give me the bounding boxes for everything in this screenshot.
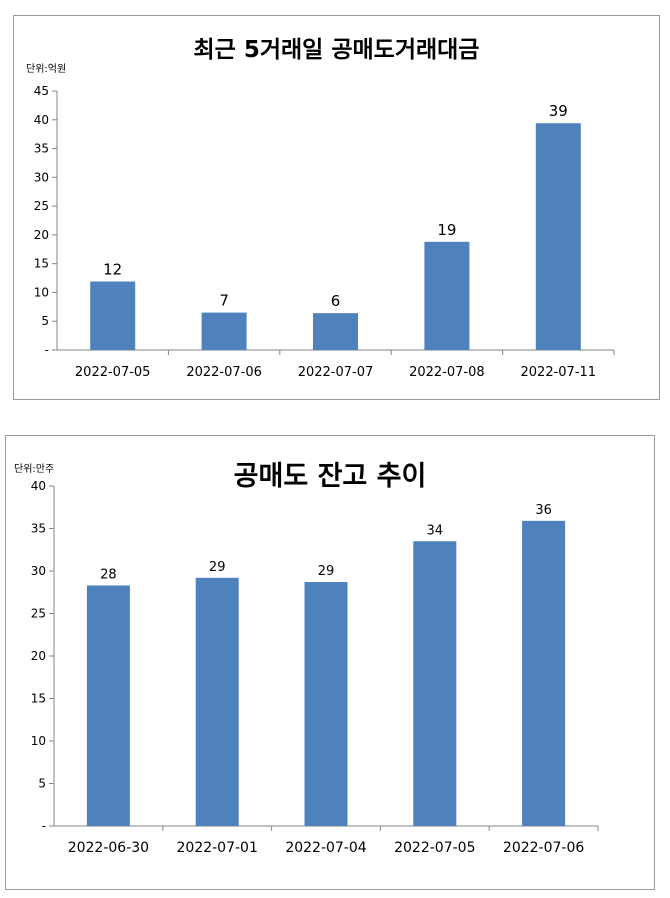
y-tick-label: 40 [31,479,46,493]
x-tick-label: 2022-07-06 [503,840,584,856]
x-tick-label: 2022-07-07 [298,365,374,380]
chart-panel-short-balance: 공매도 잔고 추이 단위:만주 - 5 10 15 20 25 30 35 40 28 2022-0… [5,435,655,890]
chart-title: 최근 5거래일 공매도거래대금 [193,37,480,63]
y-tick-label: 25 [31,607,46,621]
bar [90,281,136,350]
bar [86,585,130,826]
bar [535,123,581,350]
x-tick-label: 2022-07-08 [409,365,485,380]
y-tick-label: 20 [34,228,49,242]
bar-value-label: 34 [427,523,444,538]
bar-value-label: 29 [209,560,226,575]
x-tick-label: 2022-07-01 [177,840,258,856]
bar-value-label: 29 [318,564,335,579]
unit-label: 단위:억원 [26,64,67,75]
bar-value-label: 39 [549,102,568,120]
x-tick-label: 2022-07-04 [285,840,366,856]
y-tick-label: 35 [34,142,49,156]
y-tick-label: 35 [31,522,46,536]
y-tick-label: 15 [31,692,46,706]
bar-value-label: 6 [331,292,341,310]
unit-label: 단위:만주 [14,464,55,475]
bar [304,582,348,826]
y-tick-label: - [42,819,46,833]
y-tick-label: 5 [38,777,46,791]
bar-chart-short-sale-value: - 5 10 15 20 25 30 35 40 45 12 2022-07-05 7 2022-07-0… [34,84,615,380]
bar-chart-short-balance: - 5 10 15 20 25 30 35 40 28 2022-06-30 29 2022-07-01… [31,479,599,856]
y-tick-label: 5 [41,314,49,328]
x-tick-label: 2022-07-11 [521,365,597,380]
bar-value-label: 12 [103,261,122,279]
y-tick-label: 30 [31,564,46,578]
bar [424,241,470,350]
chart-title: 공매도 잔고 추이 [233,461,427,492]
bar-value-label: 36 [535,503,552,518]
y-tick-label: 10 [34,285,49,299]
bar [522,520,566,826]
y-tick-label: 30 [34,170,49,184]
bar [413,541,457,826]
bar [201,312,247,350]
x-tick-label: 2022-06-30 [68,840,149,856]
x-tick-label: 2022-07-06 [186,365,262,380]
bar-value-label: 7 [219,292,229,310]
y-tick-label: 40 [34,113,49,127]
y-tick-label: 10 [31,734,46,748]
bar-value-label: 19 [437,221,456,239]
y-tick-label: 15 [34,257,49,271]
y-tick-label: 20 [31,649,46,663]
bar [195,577,239,826]
y-tick-label: 25 [34,199,49,213]
x-tick-label: 2022-07-05 [75,365,151,380]
y-tick-label: - [45,343,49,357]
bar [313,313,358,350]
bar-value-label: 28 [100,567,117,582]
chart-panel-short-sale-value: 최근 5거래일 공매도거래대금 단위:억원 - 5 10 15 20 25 30 35 40 45… [13,15,660,400]
x-tick-label: 2022-07-05 [394,840,475,856]
y-tick-label: 45 [34,84,49,98]
